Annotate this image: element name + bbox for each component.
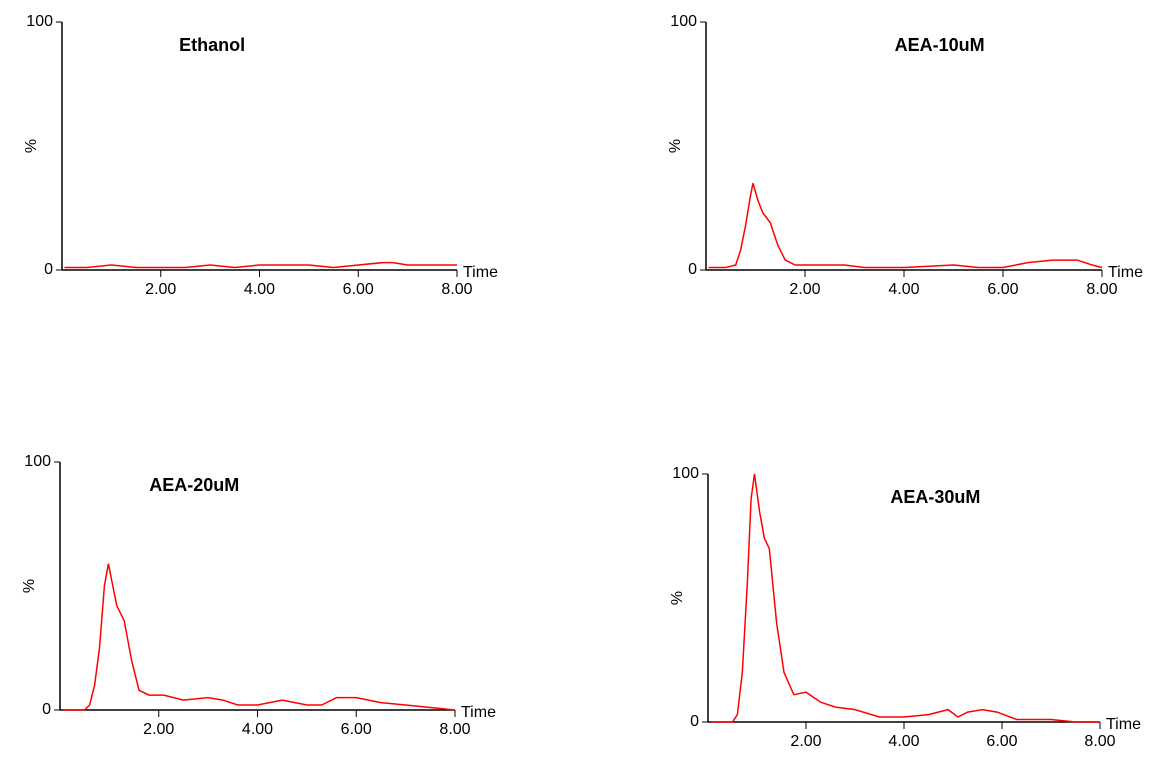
y-tick-label: 0 — [690, 713, 699, 730]
y-axis-label: % — [669, 591, 686, 605]
chart-title: AEA-10uM — [895, 35, 985, 55]
x-tick-label: 8.00 — [1084, 733, 1115, 750]
x-tick-label: 8.00 — [441, 281, 472, 298]
y-tick-label: 100 — [672, 465, 699, 482]
x-tick-label: 6.00 — [986, 733, 1017, 750]
x-tick-label: 2.00 — [790, 733, 821, 750]
chart-title: Ethanol — [179, 35, 245, 55]
y-tick-label: 100 — [24, 453, 51, 470]
data-line — [62, 563, 456, 711]
x-axis-label: Time — [1108, 264, 1143, 281]
y-tick-label: 100 — [26, 13, 53, 30]
y-axis-label: % — [23, 139, 40, 153]
x-tick-label: 2.00 — [145, 281, 176, 298]
x-tick-label: 4.00 — [244, 281, 275, 298]
x-tick-label: 4.00 — [888, 281, 919, 298]
x-tick-label: 4.00 — [242, 721, 273, 738]
y-tick-label: 0 — [44, 261, 53, 278]
x-tick-label: 2.00 — [143, 721, 174, 738]
x-axis-label: Time — [1106, 716, 1141, 733]
x-tick-label: 8.00 — [439, 721, 470, 738]
x-axis-label: Time — [463, 264, 498, 281]
data-line — [64, 261, 457, 269]
x-tick-label: 8.00 — [1086, 281, 1117, 298]
chart-title: AEA-20uM — [149, 475, 239, 495]
y-axis-label: % — [21, 579, 38, 593]
y-tick-label: 0 — [42, 701, 51, 718]
x-tick-label: 6.00 — [343, 281, 374, 298]
y-axis-label: % — [667, 139, 684, 153]
x-axis-label: Time — [461, 704, 496, 721]
x-tick-label: 6.00 — [987, 281, 1018, 298]
chart-title: AEA-30uM — [890, 487, 980, 507]
y-tick-label: 0 — [688, 261, 697, 278]
x-tick-label: 4.00 — [888, 733, 919, 750]
y-tick-label: 100 — [670, 13, 697, 30]
x-tick-label: 2.00 — [789, 281, 820, 298]
x-tick-label: 6.00 — [341, 721, 372, 738]
data-line — [708, 182, 1103, 269]
data-line — [710, 473, 1100, 723]
